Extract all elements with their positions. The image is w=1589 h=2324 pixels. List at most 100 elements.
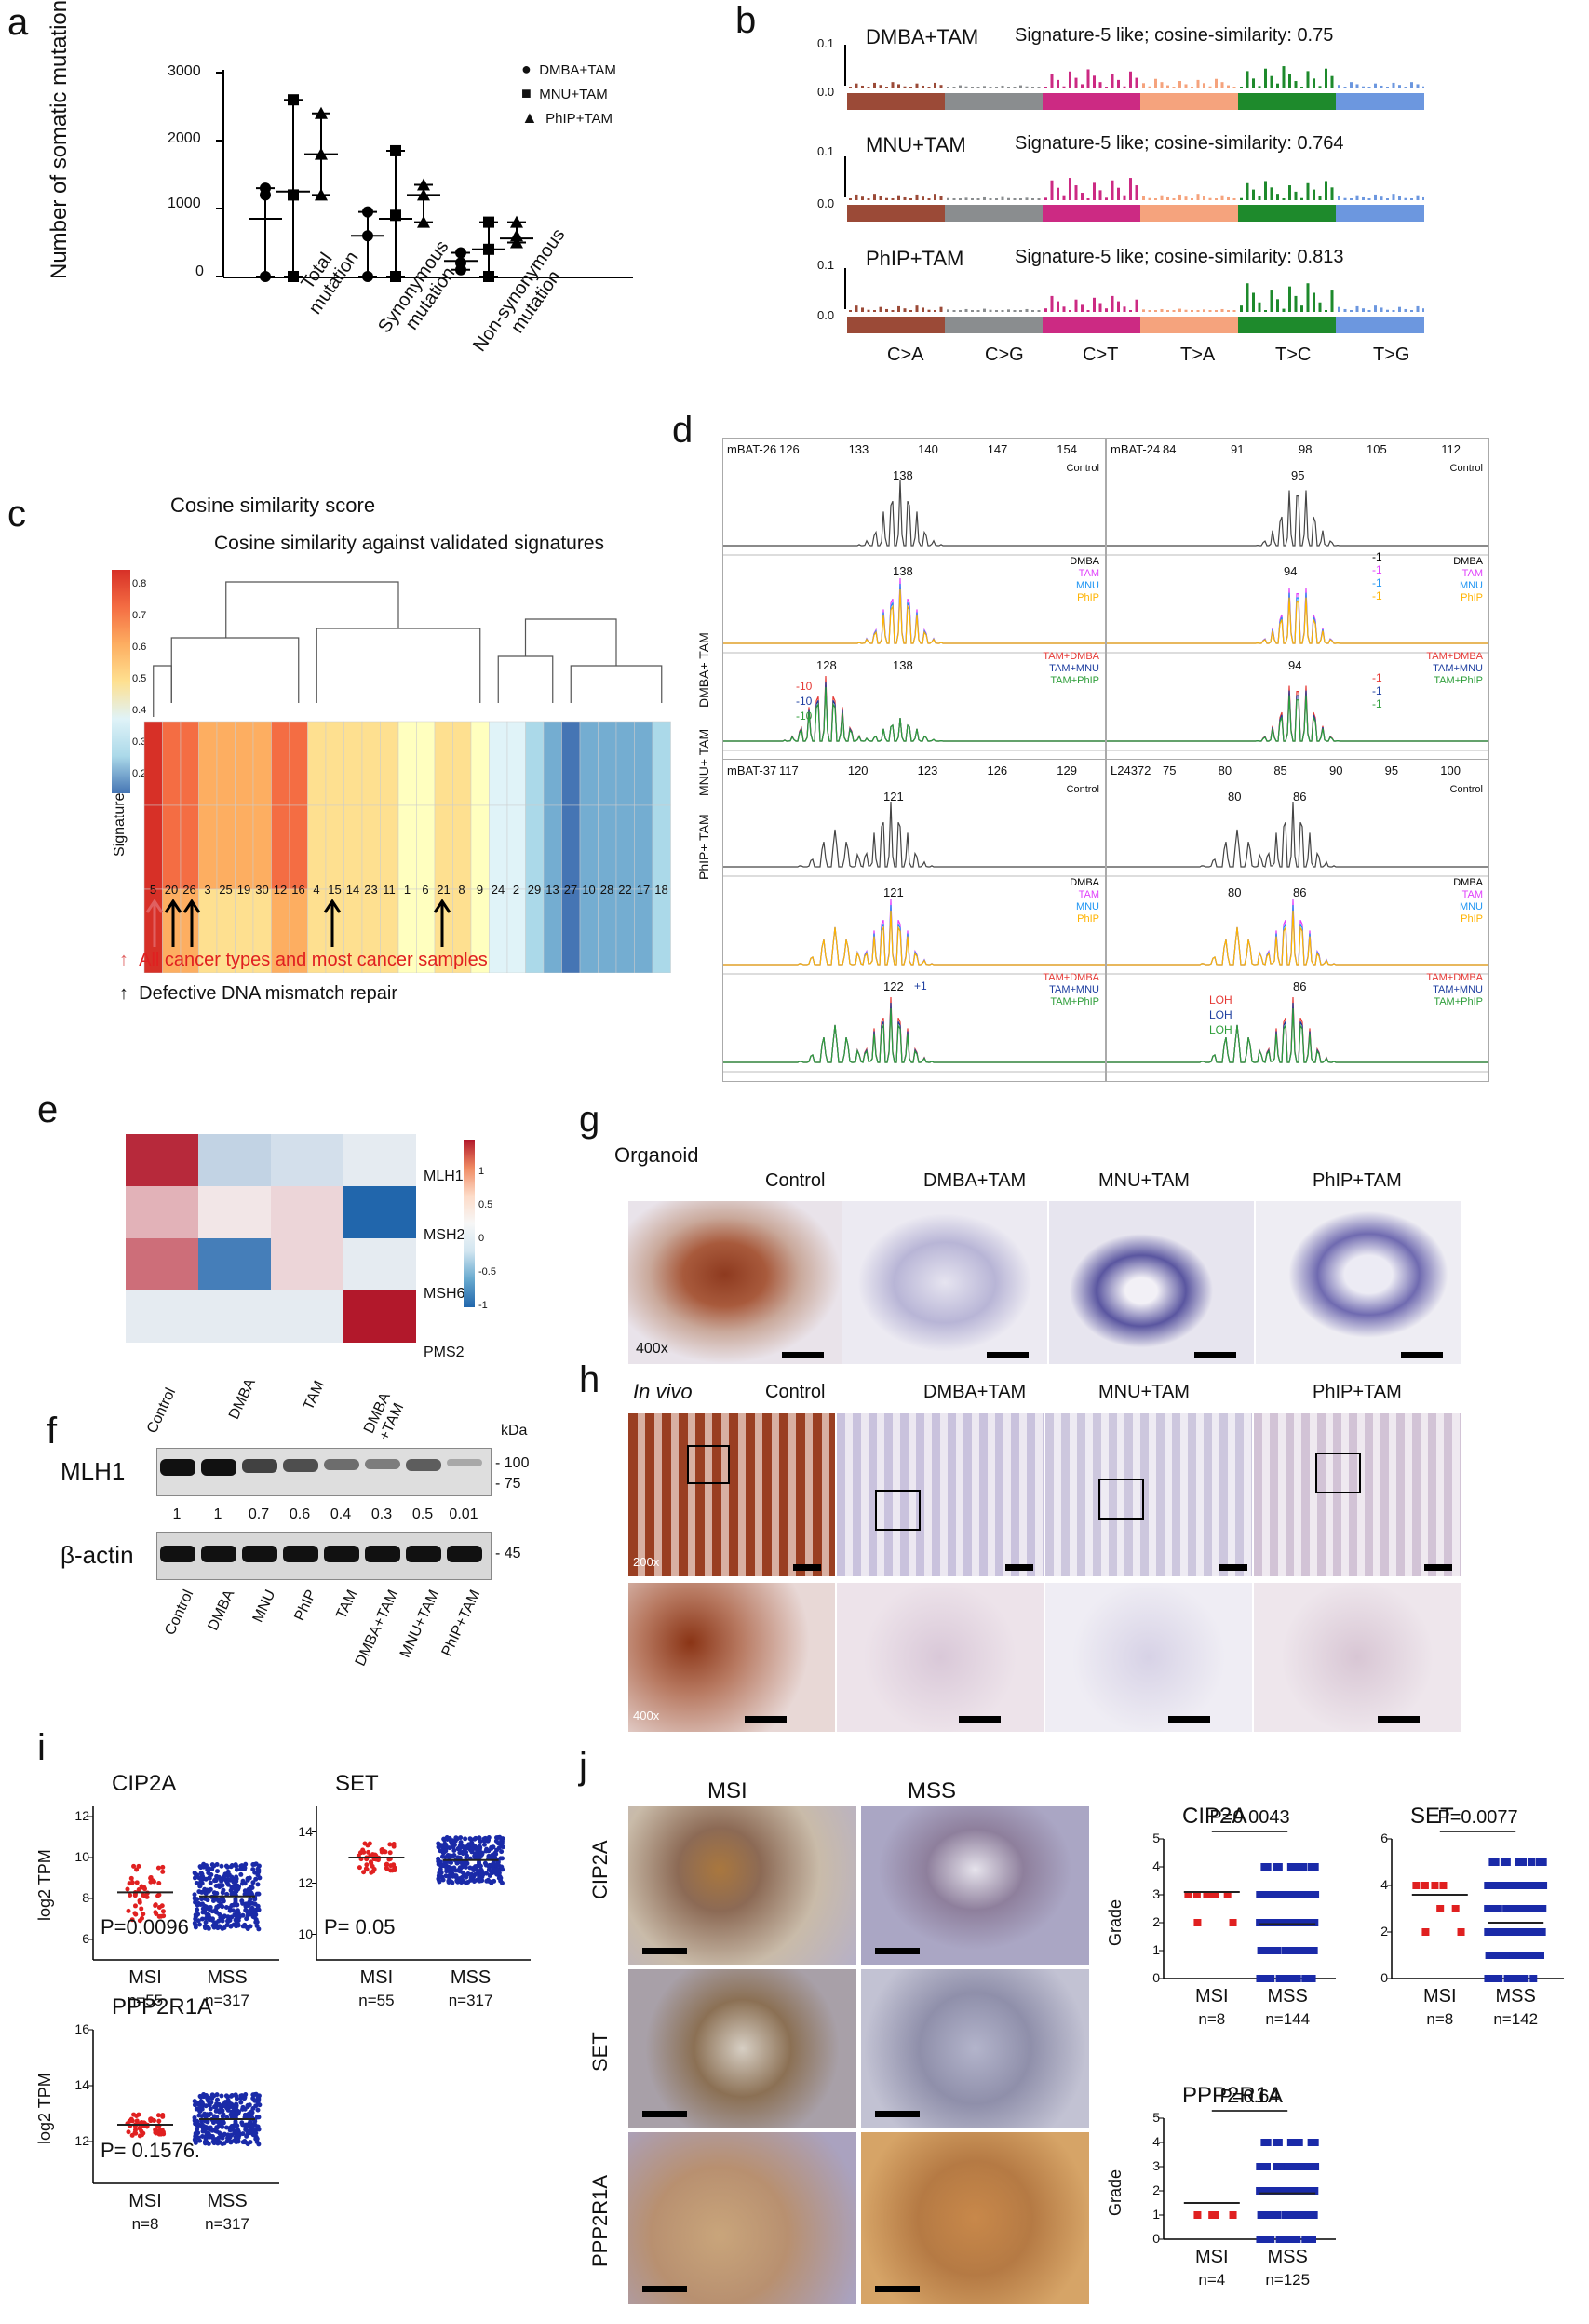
heatmap-cell bbox=[615, 721, 635, 806]
data-point bbox=[225, 1869, 231, 1874]
trace-line bbox=[723, 1002, 1105, 1063]
dendrogram-branch bbox=[524, 618, 617, 666]
spectrum-bar bbox=[1306, 283, 1310, 312]
data-point bbox=[200, 2122, 206, 2128]
panel-b-type: T>C bbox=[1275, 345, 1312, 365]
combo-label: TAM+DMBA bbox=[1426, 651, 1483, 662]
panel-f-ratios: 1 1 0.7 0.6 0.4 0.3 0.5 0.01 bbox=[156, 1507, 492, 1525]
data-point bbox=[1258, 1947, 1266, 1954]
heatmap-cell bbox=[343, 1186, 416, 1238]
data-point bbox=[209, 2133, 215, 2139]
data-point bbox=[256, 1891, 262, 1897]
actin-band bbox=[160, 1546, 195, 1562]
data-point bbox=[1528, 1952, 1536, 1959]
data-point bbox=[214, 1873, 220, 1879]
heatmap-cell bbox=[271, 804, 290, 890]
data-point bbox=[234, 1909, 239, 1914]
data-point bbox=[193, 1914, 198, 1920]
marker-tick: 91 bbox=[1231, 442, 1245, 456]
spectrum-bar bbox=[1246, 283, 1249, 312]
data-point bbox=[460, 1870, 465, 1875]
data-point bbox=[1431, 1882, 1439, 1889]
data-point bbox=[1535, 1858, 1543, 1866]
trace-panel: mBAT-26 126 133 140 147 154 Control DMBA TAM MNU P… bbox=[722, 438, 1106, 761]
data-point bbox=[227, 1908, 233, 1913]
spectrum-bar bbox=[903, 196, 907, 200]
group-label: MSS bbox=[1495, 1986, 1536, 2006]
spectrum-bar bbox=[879, 85, 882, 88]
plot-title: SET bbox=[1410, 1804, 1454, 1829]
spectrum-bar bbox=[1246, 71, 1249, 88]
data-point bbox=[193, 2140, 198, 2145]
dot-plot: PPP2R1A Grade 0 1 2 3 4 5 MSI n=4 MSS n=125 P=0.64 bbox=[1106, 2083, 1336, 2323]
shift-label: -1 bbox=[1372, 576, 1382, 589]
panel-g-col: Control bbox=[765, 1170, 826, 1191]
heatmap-cell bbox=[543, 804, 562, 890]
type-band bbox=[1336, 317, 1434, 333]
organoid-mnu-image bbox=[1049, 1201, 1254, 1364]
spectrum-bar bbox=[1288, 74, 1291, 88]
data-point bbox=[473, 1864, 478, 1870]
trace-line bbox=[1107, 1007, 1488, 1063]
marker-ticks: 126 133 140 147 154 bbox=[779, 442, 1077, 456]
spectrum-bar bbox=[1196, 194, 1200, 200]
data-point bbox=[229, 2109, 235, 2115]
data-point bbox=[315, 106, 328, 119]
data-point bbox=[370, 1863, 375, 1869]
panel-f-mw: - 75 bbox=[495, 1476, 521, 1492]
data-point bbox=[1286, 2187, 1295, 2195]
spectrum-bar bbox=[1142, 83, 1145, 88]
data-point bbox=[239, 1863, 245, 1869]
data-point bbox=[448, 1870, 453, 1875]
plot-svg bbox=[1387, 1831, 1564, 1982]
single-agent-label: PhIP bbox=[1461, 592, 1483, 603]
data-point bbox=[1192, 1891, 1201, 1898]
data-point bbox=[315, 147, 328, 160]
spectrum-bar bbox=[959, 85, 962, 88]
plot-svg bbox=[312, 1806, 531, 1961]
data-point bbox=[255, 1903, 261, 1909]
data-point bbox=[483, 243, 494, 255]
spectrum-bar bbox=[1074, 185, 1078, 200]
panel-c-legend-black: ↑ Defective DNA mismatch repair bbox=[119, 983, 397, 1004]
type-band bbox=[1336, 205, 1434, 222]
data-point bbox=[216, 2108, 222, 2114]
spectrum-bar bbox=[1050, 180, 1054, 200]
spectrum-bar bbox=[1355, 84, 1359, 88]
heatmap-cell bbox=[361, 804, 381, 890]
legend-mnu: MNU+TAM bbox=[539, 87, 608, 102]
combo-label: TAM+MNU bbox=[1049, 984, 1099, 995]
dot-plot: SET 10 12 14 MSI n=55 MSS n=317 P= 0.05 bbox=[298, 1771, 531, 2044]
scale-bar bbox=[1378, 1716, 1420, 1723]
data-point bbox=[217, 2140, 222, 2145]
plot-svg bbox=[88, 2029, 279, 2184]
heatmap-cell bbox=[198, 721, 218, 806]
spectrum-bar bbox=[927, 309, 931, 312]
data-point bbox=[154, 1911, 159, 1916]
data-point bbox=[458, 1865, 464, 1871]
data-point bbox=[362, 230, 373, 242]
spectrum-bar bbox=[1343, 87, 1347, 88]
spectrum-bar bbox=[1069, 71, 1071, 88]
data-point bbox=[256, 2127, 262, 2132]
loh-label: LOH bbox=[1209, 993, 1232, 1007]
heatmap-cell bbox=[180, 804, 199, 890]
heatmap-cell bbox=[126, 1290, 198, 1343]
peak-label: 86 bbox=[1293, 790, 1307, 804]
data-point bbox=[137, 2133, 142, 2139]
data-point bbox=[231, 2105, 236, 2111]
invivo-dmba-image bbox=[837, 1413, 1044, 1576]
spectrum-bar bbox=[1154, 78, 1157, 88]
plot-title: PPP2R1A bbox=[112, 1994, 213, 2020]
panel-j-col: MSI bbox=[707, 1778, 747, 1804]
data-point bbox=[207, 2102, 212, 2108]
spectrum-bar bbox=[1313, 78, 1315, 88]
data-point bbox=[229, 1862, 235, 1868]
spectrum-bar bbox=[1392, 194, 1395, 200]
trace-line bbox=[723, 681, 1105, 742]
mlh1-ratio: 0.5 bbox=[411, 1507, 434, 1522]
spectrum-bar bbox=[1246, 182, 1249, 200]
data-point bbox=[222, 1872, 228, 1878]
spectrum-bar bbox=[1404, 197, 1407, 200]
heatmap-cell bbox=[343, 804, 363, 890]
